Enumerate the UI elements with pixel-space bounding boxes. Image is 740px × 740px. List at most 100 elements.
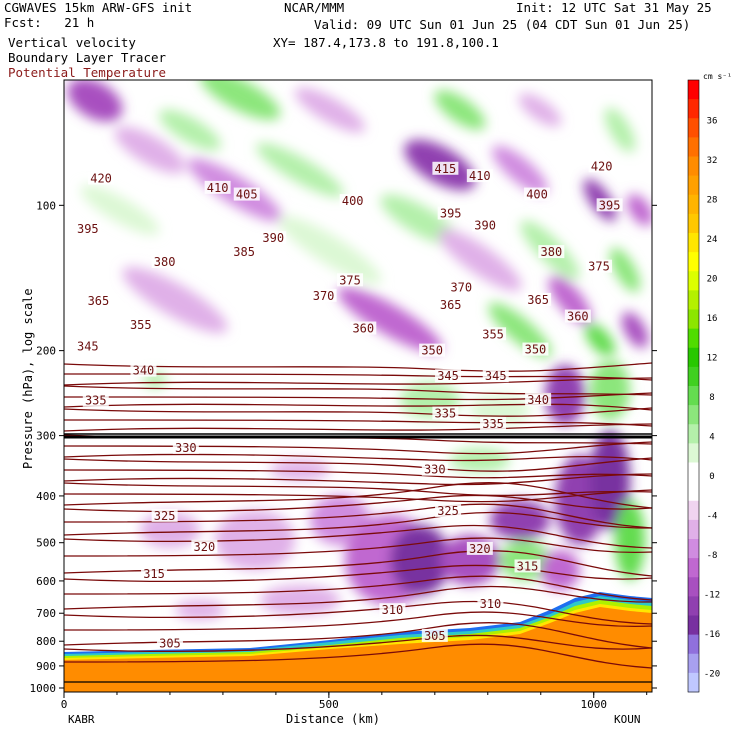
theta-label: 370 <box>313 289 335 303</box>
y-tick-label: 100 <box>36 199 56 212</box>
colorbar-swatch <box>688 252 699 272</box>
theta-label-bg <box>82 393 109 407</box>
field-potential-temperature: Potential Temperature <box>8 65 167 80</box>
y-axis: 100 200 300 400 500 600 700 800 900 1000 <box>30 199 657 695</box>
colorbar-swatch <box>688 634 699 655</box>
theta-label-bg <box>191 539 218 553</box>
y-tick-label: 900 <box>36 660 56 673</box>
y-tick-label: 700 <box>36 607 56 620</box>
theta-label: 325 <box>154 509 176 523</box>
colorbar-swatch <box>688 156 699 177</box>
theta-contour <box>64 511 652 536</box>
theta-contour <box>64 524 652 549</box>
colorbar-label: 0 <box>709 472 714 482</box>
theta-label-bg <box>419 343 446 357</box>
x-tick-label: 0 <box>61 698 68 711</box>
theta-label: 395 <box>599 198 621 212</box>
theta-label-bg <box>260 231 287 245</box>
y-tick-label: 1000 <box>30 682 57 695</box>
colorbar-swatch <box>688 577 699 597</box>
x-tick-label: 500 <box>319 698 339 711</box>
theta-contour <box>64 392 652 401</box>
theta-label-bg <box>514 559 541 573</box>
theta-contour <box>64 537 652 557</box>
colorbar-label: 20 <box>707 274 718 284</box>
theta-label-bg <box>435 504 462 518</box>
theta-contour <box>64 423 652 432</box>
colorbar-swatch <box>688 558 699 578</box>
theta-label: 385 <box>233 245 255 259</box>
colorbar-swatch <box>688 443 699 463</box>
valid-time: Valid: 09 UTC Sun 01 Jun 25 (04 CDT Sun … <box>314 17 691 32</box>
theta-contour <box>64 457 652 472</box>
theta-label-bg <box>350 321 377 335</box>
theta-contour <box>64 575 652 601</box>
theta-label: 365 <box>88 294 110 308</box>
theta-contour <box>64 407 652 417</box>
left-endpoint-label: KABR <box>68 713 95 726</box>
theta-contour <box>64 482 652 509</box>
theta-label: 390 <box>262 231 284 245</box>
theta-label: 350 <box>525 343 547 357</box>
theta-label: 335 <box>435 407 457 421</box>
colorbar-swatch <box>688 405 699 425</box>
theta-label-bg <box>477 597 504 611</box>
theta-label: 340 <box>527 393 549 407</box>
org-label: NCAR/MMM <box>284 0 345 15</box>
forecast-hour: Fcst: 21 h <box>4 15 95 30</box>
theta-label: 420 <box>591 159 613 173</box>
theta-label: 365 <box>440 298 462 312</box>
terrain <box>64 592 652 692</box>
theta-contour <box>64 585 652 610</box>
theta-contour <box>64 634 652 653</box>
colorbar-label: 28 <box>707 195 718 205</box>
theta-label-bg <box>437 298 464 312</box>
theta-label: 375 <box>339 273 361 287</box>
y-tick-label: 400 <box>36 490 56 503</box>
colorbar-swatch <box>688 328 699 349</box>
colorbar-label: -20 <box>704 669 720 679</box>
colorbar-swatch <box>688 137 699 157</box>
colorbar-swatch <box>688 500 699 521</box>
theta-contour <box>64 453 652 462</box>
field-boundary-tracer: Boundary Layer Tracer <box>8 50 167 65</box>
plot-area: 420 410 405 400 415 410 400 420 395 395 395 390 390 3… <box>64 80 652 692</box>
colorbar-label: 32 <box>707 156 718 166</box>
colorbar-swatch <box>688 519 699 540</box>
model-title: CGWAVES 15km ARW-GFS init <box>4 0 193 15</box>
theta-label: 375 <box>588 260 610 274</box>
init-time: Init: 12 UTC Sat 31 May 25 <box>516 0 712 15</box>
theta-label-bg <box>522 342 549 356</box>
theta-contours <box>64 362 652 669</box>
theta-label: 335 <box>482 417 504 431</box>
colorbar-swatch <box>688 233 699 253</box>
colorbar: 36 32 28 24 20 16 12 8 4 0 -4 -8 -12 -16 -20 cm s⁻¹ <box>687 72 732 693</box>
theta-label-bg <box>448 280 475 294</box>
theta-label: 400 <box>342 194 364 208</box>
theta-label-bg <box>480 327 507 341</box>
theta-label-bg <box>524 187 551 201</box>
theta-label-bg <box>74 339 101 353</box>
theta-label-bg <box>432 161 459 175</box>
colorbar-label: -8 <box>707 551 718 561</box>
theta-label-bg <box>339 194 366 208</box>
colorbar-label: 8 <box>709 393 714 403</box>
theta-label: 380 <box>541 245 563 259</box>
colorbar-swatch <box>688 672 699 693</box>
colorbar-swatch <box>688 462 699 483</box>
theta-label: 340 <box>133 364 155 378</box>
theta-label-bg <box>421 628 448 642</box>
cross-section-endpoints: XY= 187.4,173.8 to 191.8,100.1 <box>273 35 499 50</box>
theta-label-bg <box>204 180 231 194</box>
colorbar-swatch <box>688 347 699 368</box>
theta-label: 345 <box>437 369 459 383</box>
plot-frame <box>63 79 653 693</box>
theta-label: 345 <box>77 339 99 353</box>
theta-label: 360 <box>567 310 589 324</box>
theta-label: 410 <box>207 181 229 195</box>
theta-label-bg <box>437 206 464 220</box>
theta-label: 380 <box>154 255 176 269</box>
theta-label: 315 <box>143 567 165 581</box>
y-tick-label: 500 <box>36 537 56 550</box>
